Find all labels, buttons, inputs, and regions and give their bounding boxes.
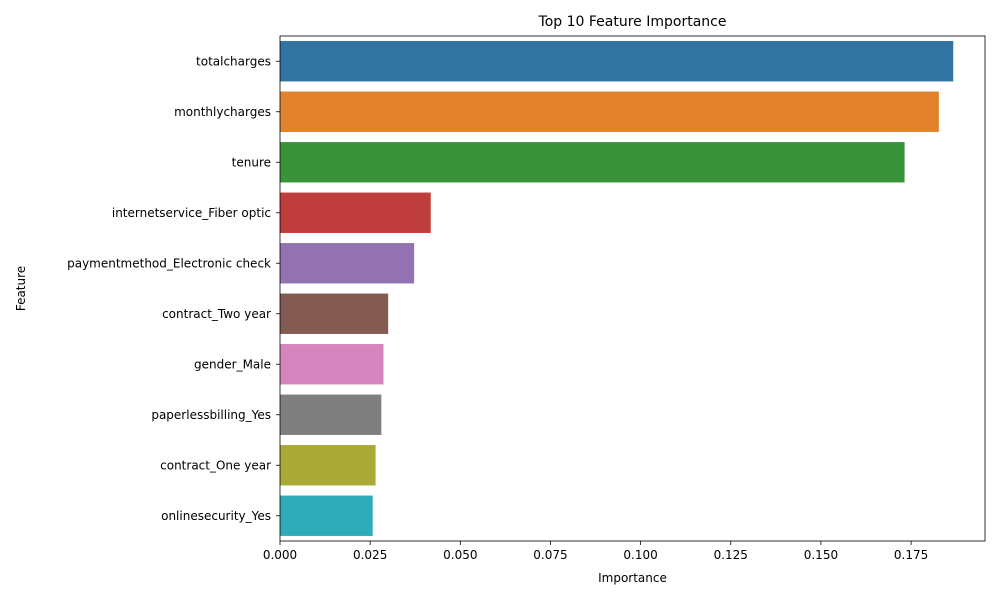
y-tick-label: tenure [232, 155, 271, 169]
y-tick-label: monthlycharges [174, 105, 271, 119]
bar-2 [280, 142, 905, 183]
y-tick-label: totalcharges [196, 54, 271, 68]
y-tick-label: gender_Male [194, 357, 271, 371]
y-tick-label: contract_One year [160, 458, 271, 472]
plot-frame [279, 35, 986, 542]
x-tick-label: 0.175 [894, 548, 928, 562]
x-tick-label: 0.025 [353, 548, 387, 562]
y-tick-label: internetservice_Fiber optic [112, 206, 271, 220]
bar-6 [280, 344, 384, 385]
bar-1 [280, 91, 939, 132]
y-axis-label: Feature [14, 266, 28, 311]
x-axis-label: Importance [598, 571, 667, 585]
x-tick-label: 0.125 [714, 548, 748, 562]
bars-group [280, 41, 954, 536]
x-tick-label: 0.100 [623, 548, 657, 562]
y-tick-label: onlinesecurity_Yes [161, 509, 271, 523]
x-tick-label: 0.000 [263, 548, 297, 562]
x-tick-label: 0.150 [804, 548, 838, 562]
bar-8 [280, 445, 376, 486]
y-tick-label: contract_Two year [162, 307, 271, 321]
x-axis-ticks: 0.000 0.025 0.050 0.075 0.100 0.125 0.150 0.175 [263, 541, 928, 562]
x-tick-label: 0.075 [533, 548, 567, 562]
y-tick-label: paperlessbilling_Yes [151, 408, 271, 422]
bar-3 [280, 192, 431, 233]
bar-5 [280, 293, 389, 334]
y-axis-ticks: totalcharges monthlycharges tenure internet… [67, 54, 280, 523]
x-tick-label: 0.050 [443, 548, 477, 562]
y-tick-label: paymentmethod_Electronic check [67, 256, 271, 270]
chart-title: Top 10 Feature Importance [538, 14, 727, 30]
bar-0 [280, 41, 954, 82]
bar-7 [280, 394, 382, 435]
bar-9 [280, 495, 373, 536]
bar-4 [280, 243, 415, 284]
